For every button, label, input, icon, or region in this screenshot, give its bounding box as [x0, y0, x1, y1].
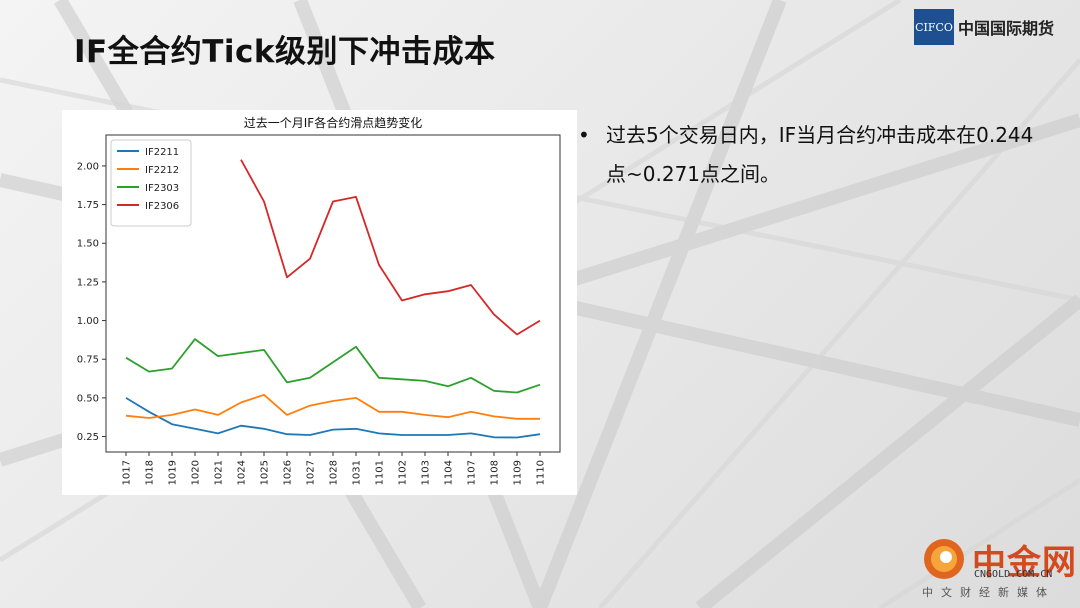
watermark-url: CNGOLD.COM.CN [974, 569, 1053, 580]
y-tick-label: 1.00 [77, 316, 99, 327]
chart-container: 过去一个月IF各合约滑点趋势变化 0.25 0.50 0.75 1.00 1.25 1.50… [62, 110, 577, 495]
legend-label: IF2306 [145, 201, 179, 212]
x-tick-label: 1024 [237, 460, 248, 485]
x-tick-label: 1028 [329, 460, 340, 485]
x-tick-label: 1019 [168, 460, 179, 485]
legend-label: IF2303 [145, 183, 179, 194]
cifco-logo-box: CIFCO [914, 9, 954, 45]
cifco-logo: CIFCO 中国国际期货 [914, 9, 1054, 45]
y-tick-label: 0.75 [77, 355, 99, 366]
x-tick-label: 1025 [260, 460, 271, 485]
x-tick-label: 1102 [398, 460, 409, 485]
watermark-name: 中金网 [972, 543, 1077, 583]
cifco-logo-text: 中国国际期货 [958, 19, 1055, 38]
y-tick-label: 0.25 [77, 432, 99, 443]
x-tick-label: 1017 [122, 460, 133, 485]
bullet-point: • 过去5个交易日内，IF当月合约冲击成本在0.244点~0.271点之间。 [578, 116, 1048, 194]
x-tick-label: 1027 [306, 460, 317, 485]
x-tick-label: 1021 [214, 460, 225, 485]
series-line-if2212 [125, 393, 540, 420]
x-tick-label: 1020 [191, 460, 202, 485]
y-tick-label: 0.50 [77, 393, 99, 404]
x-tick-label: 1101 [375, 460, 386, 485]
y-tick-label: 1.25 [77, 277, 99, 288]
y-tick-label: 1.50 [77, 239, 99, 250]
watermark-subtitle: 中文财经新媒体 [922, 586, 1055, 599]
y-tick-label: 2.00 [77, 161, 99, 172]
legend-label: IF2212 [145, 165, 179, 176]
bullet-dot-icon: • [578, 123, 590, 147]
y-tick-label: 1.75 [77, 200, 99, 211]
legend-label: IF2211 [145, 147, 179, 158]
x-tick-label: 1103 [421, 460, 432, 485]
series-line-if2306 [240, 159, 541, 336]
cngold-logo-icon [924, 539, 964, 579]
x-tick-label: 1108 [490, 460, 501, 485]
line-chart: 过去一个月IF各合约滑点趋势变化 0.25 0.50 0.75 1.00 1.25 1.50… [77, 115, 561, 485]
x-tick-label: 1018 [145, 460, 156, 485]
x-tick-label: 1031 [352, 460, 363, 485]
series-line-if2211 [125, 397, 541, 439]
x-tick-label: 1109 [513, 460, 524, 485]
series-line-if2303 [125, 338, 541, 394]
chart-title: 过去一个月IF各合约滑点趋势变化 [244, 115, 422, 130]
slide-title: IF全合约Tick级别下冲击成本 [74, 34, 496, 70]
x-tick-label: 1110 [536, 460, 547, 485]
x-tick-label: 1107 [467, 460, 478, 485]
bullet-text: 过去5个交易日内，IF当月合约冲击成本在0.244点~0.271点之间。 [606, 123, 1034, 186]
x-tick-label: 1026 [283, 460, 294, 485]
x-tick-label: 1104 [444, 460, 455, 485]
